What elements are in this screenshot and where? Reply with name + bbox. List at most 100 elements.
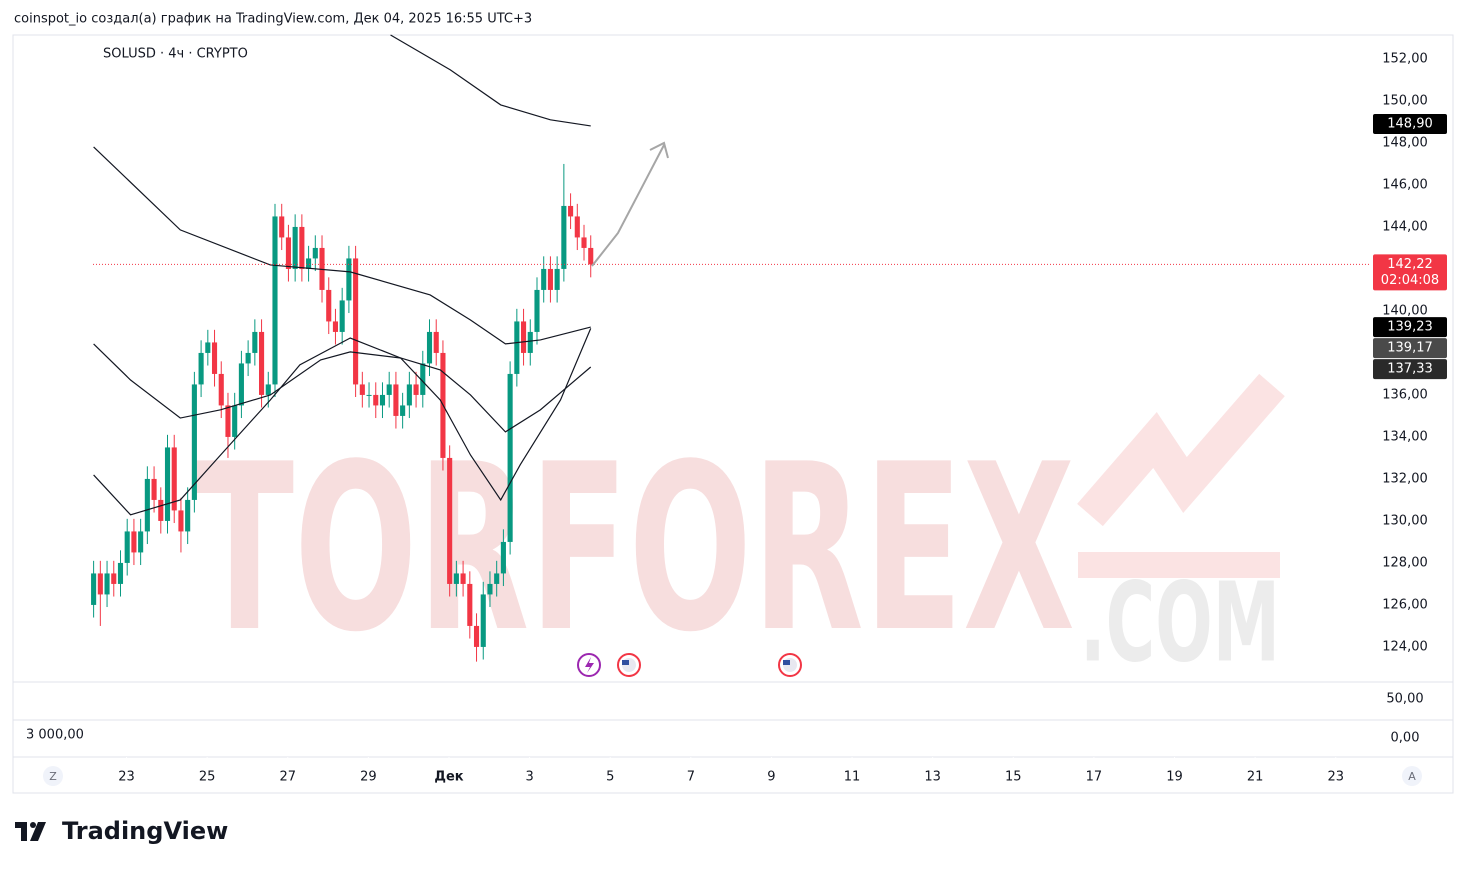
candle-body xyxy=(433,331,439,353)
candle-body xyxy=(353,258,359,385)
y-tick-label: 152,00 xyxy=(1382,51,1428,66)
y-tick-label: 124,00 xyxy=(1382,639,1428,654)
x-tick-label: 17 xyxy=(1086,770,1103,785)
y-tick-label: 140,00 xyxy=(1382,303,1428,318)
candle-body xyxy=(514,321,520,374)
candle-body xyxy=(406,384,412,406)
candle-body xyxy=(453,573,459,584)
x-tick-label: 15 xyxy=(1005,770,1022,785)
x-tick-label: 27 xyxy=(279,770,296,785)
candle-body xyxy=(379,394,386,406)
y-tick-label: 130,00 xyxy=(1382,513,1428,528)
y-tick-label: 126,00 xyxy=(1382,597,1428,612)
indicator-line xyxy=(93,328,592,516)
candle-body xyxy=(185,499,191,532)
candle-body xyxy=(574,216,580,238)
candle-body xyxy=(124,531,130,563)
candle-body xyxy=(494,573,500,584)
x-tick-label: 3 xyxy=(525,770,533,785)
candle-body xyxy=(346,258,352,301)
candle-body xyxy=(386,384,392,395)
candle-body xyxy=(164,447,171,521)
price-label: 139,17 xyxy=(1387,341,1433,356)
candle-body xyxy=(158,499,164,521)
symbol-title: SOLUSD · 4ч · CRYPTO xyxy=(103,47,248,62)
candle-body xyxy=(211,342,218,374)
indicator-line xyxy=(390,34,591,127)
candle-body xyxy=(359,384,365,395)
candle-body xyxy=(339,300,345,332)
x-tick-label: 23 xyxy=(1327,770,1344,785)
candle-body xyxy=(581,237,587,248)
corner-label[interactable]: Z xyxy=(49,770,57,783)
candle-body xyxy=(198,352,204,385)
candle-body xyxy=(373,394,379,406)
event-icon[interactable] xyxy=(617,653,641,677)
x-tick-label: 29 xyxy=(360,770,377,785)
x-tick-label: 23 xyxy=(118,770,135,785)
candle-body xyxy=(588,247,594,265)
price-label-bg xyxy=(1373,317,1447,338)
y-tick-label: 132,00 xyxy=(1382,471,1428,486)
candle-body xyxy=(480,594,486,647)
candle-body xyxy=(292,226,298,269)
watermark-text: TORFOREX xyxy=(195,416,1075,683)
candle-body xyxy=(111,573,117,584)
candle-body xyxy=(272,216,278,385)
event-icon[interactable] xyxy=(577,653,601,677)
candle-body xyxy=(245,352,251,364)
price-label-bg xyxy=(1373,254,1447,291)
candle-body xyxy=(426,331,433,364)
candle-body xyxy=(473,625,480,647)
brand: TradingView xyxy=(62,817,228,845)
candle-body xyxy=(279,216,285,238)
candle-body xyxy=(500,541,506,574)
corner-button[interactable] xyxy=(43,766,63,786)
candle-body xyxy=(117,562,124,584)
candle-body xyxy=(178,510,184,532)
candle-body xyxy=(299,226,305,269)
candle-body xyxy=(238,363,244,406)
candle-body xyxy=(326,289,332,322)
candle-body xyxy=(312,247,318,259)
corner-label[interactable]: A xyxy=(1408,770,1416,783)
candle-body xyxy=(332,321,339,332)
price-label-bg xyxy=(1373,338,1447,359)
candle-body xyxy=(467,583,473,626)
y-tick-label: 136,00 xyxy=(1382,387,1428,402)
candle-body xyxy=(554,268,560,290)
price-label: 139,23 xyxy=(1387,320,1433,335)
candle-body xyxy=(131,531,137,553)
candle-body xyxy=(460,573,466,584)
pane-label: 0,00 xyxy=(1391,731,1420,746)
event-icon[interactable] xyxy=(778,653,802,677)
candle-body xyxy=(91,573,97,605)
candle-body xyxy=(507,373,513,542)
candle-body xyxy=(191,384,197,500)
watermark-text: .COM xyxy=(1080,558,1280,686)
price-label: 137,33 xyxy=(1387,362,1433,377)
candle-body xyxy=(97,573,103,595)
y-tick-label: 128,00 xyxy=(1382,555,1428,570)
x-tick-label: 9 xyxy=(767,770,775,785)
pane-left-label: 3 000,00 xyxy=(26,728,84,743)
y-tick-label: 134,00 xyxy=(1382,429,1428,444)
candle-body xyxy=(144,478,150,532)
corner-button[interactable] xyxy=(1402,766,1422,786)
candle-body xyxy=(259,331,265,395)
x-tick-label: 11 xyxy=(844,770,861,785)
candle-body xyxy=(487,583,493,595)
price-label: 148,90 xyxy=(1387,117,1433,132)
candle-body xyxy=(218,373,224,406)
x-tick-label: 19 xyxy=(1166,770,1183,785)
price-countdown: 02:04:08 xyxy=(1381,273,1439,288)
x-tick-label: 21 xyxy=(1247,770,1264,785)
y-tick-label: 144,00 xyxy=(1382,219,1428,234)
arrow xyxy=(591,144,665,267)
price-label-bg xyxy=(1373,114,1447,135)
logo xyxy=(15,822,46,841)
x-tick-label: 13 xyxy=(924,770,941,785)
candle-body xyxy=(232,405,238,437)
candle-body xyxy=(306,258,312,269)
